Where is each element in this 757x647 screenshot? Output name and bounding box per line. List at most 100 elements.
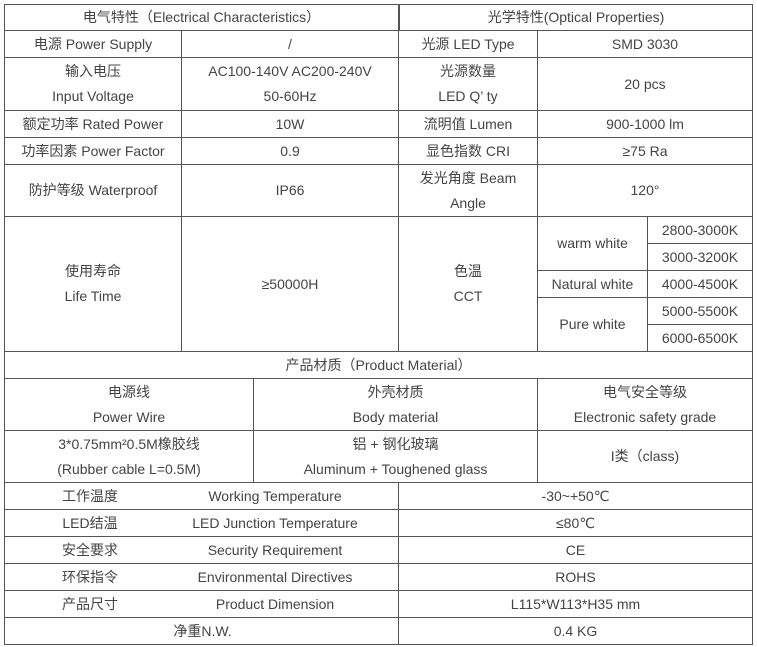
- other-row-value-text: CE: [565, 541, 586, 558]
- other-row-label: LED结温 LED Junction Temperature: [4, 509, 399, 537]
- other-row-value: CE: [398, 536, 753, 564]
- waterproof-label-text: 防护等级 Waterproof: [28, 182, 158, 198]
- safety-value: I类（class): [537, 430, 753, 483]
- cct-label-text: CCT: [453, 288, 483, 304]
- power-supply-label-text: 电源 Power Supply: [33, 35, 153, 52]
- life-time-value-text: ≥50000H: [261, 275, 319, 292]
- other-row-label: 工作温度 Working Temperature: [4, 482, 399, 510]
- power-supply-value-text: /: [288, 35, 292, 52]
- body-value-text: Aluminum + Toughened glass: [303, 460, 488, 477]
- cri-value: ≥75 Ra: [537, 137, 753, 165]
- lumen-label-text: 流明值 Lumen: [423, 115, 513, 132]
- label-en: Security Requirement: [207, 541, 343, 558]
- led-qty-label-text: LED Q’ ty: [438, 88, 498, 104]
- label-en: Environmental Directives: [197, 568, 353, 585]
- cct-natural-range-1-text: 4000-4500K: [661, 275, 739, 292]
- cct-warm-range-2-text: 3000-3200K: [661, 248, 739, 265]
- rated-power-value-text: 10W: [275, 115, 305, 132]
- input-voltage-label-text: Input Voltage: [52, 88, 134, 104]
- waterproof-label: 防护等级 Waterproof: [4, 164, 182, 217]
- led-qty-value: 20 pcs: [537, 57, 753, 111]
- led-qty-label-text: 光源数量: [440, 63, 496, 79]
- lumen-value: 900-1000 lm: [537, 110, 753, 138]
- power-factor-value: 0.9: [181, 137, 399, 165]
- other-row-label: 净重N.W.: [4, 617, 399, 645]
- input-voltage-label: 输入电压 Input Voltage: [4, 57, 182, 111]
- life-time-label-text: Life Time: [64, 288, 122, 304]
- lumen-value-text: 900-1000 lm: [606, 115, 684, 132]
- cct-pure-name-text: Pure white: [559, 316, 626, 332]
- led-qty-value-text: 20 pcs: [624, 75, 666, 92]
- beam-angle-value: 120°: [537, 164, 753, 217]
- cct-natural-name-text: Natural white: [551, 275, 634, 292]
- other-row-label: 安全要求 Security Requirement: [4, 536, 399, 564]
- safety-label-text: 电气安全等级: [603, 383, 687, 400]
- wire-value-text: (Rubber cable L=0.5M): [57, 460, 201, 477]
- waterproof-value: IP66: [181, 164, 399, 217]
- label-cn: 安全要求: [62, 541, 118, 558]
- beam-angle-value-text: 120°: [630, 182, 660, 198]
- other-row-label: 产品尺寸 Product Dimension: [4, 590, 399, 618]
- other-row-value-text: ≤80℃: [556, 514, 595, 531]
- cct-pure-range-1-text: 5000-5500K: [661, 302, 739, 319]
- other-row-value-text: ROHS: [555, 568, 596, 585]
- cct-warm-range-1: 2800-3000K: [647, 216, 753, 244]
- input-voltage-value: AC100-140V AC200-240V 50-60Hz: [181, 57, 399, 111]
- cct-warm-range-1-text: 2800-3000K: [661, 221, 739, 238]
- cct-label-text: 色温: [454, 263, 482, 279]
- power-factor-label-text: 功率因素 Power Factor: [21, 142, 165, 159]
- wire-value-text: 3*0.75mm²0.5M橡胶线: [58, 435, 200, 452]
- rated-power-label-text: 额定功率 Rated Power: [22, 115, 164, 132]
- other-row-value-text: L115*W113*H35 mm: [510, 595, 641, 612]
- wire-value: 3*0.75mm²0.5M橡胶线 (Rubber cable L=0.5M): [4, 430, 254, 483]
- other-row-value-text: -30~+50℃: [541, 487, 610, 504]
- body-value: 铝 + 钢化玻璃 Aluminum + Toughened glass: [253, 430, 538, 483]
- cct-natural-name: Natural white: [537, 270, 648, 298]
- label-en: LED Junction Temperature: [192, 514, 358, 531]
- optical-title: 光学特性(Optical Properties): [399, 4, 753, 31]
- cct-pure-range-1: 5000-5500K: [647, 297, 753, 325]
- cri-label-text: 显色指数 CRI: [426, 142, 510, 159]
- label-cn: 环保指令: [62, 568, 118, 585]
- led-qty-label: 光源数量 LED Q’ ty: [398, 57, 538, 111]
- cri-label: 显色指数 CRI: [398, 137, 538, 165]
- body-value-text: 铝 + 钢化玻璃: [352, 435, 439, 452]
- beam-angle-label: 发光角度 Beam Angle: [398, 164, 538, 217]
- beam-angle-label-text: 发光角度 Beam: [419, 169, 517, 186]
- life-time-value: ≥50000H: [181, 216, 399, 352]
- power-supply-value: /: [181, 30, 399, 58]
- rated-power-value: 10W: [181, 110, 399, 138]
- life-time-label: 使用寿命 Life Time: [4, 216, 182, 352]
- cct-natural-range-1: 4000-4500K: [647, 270, 753, 298]
- wire-label-text: 电源线: [108, 383, 150, 400]
- led-type-label: 光源 LED Type: [398, 30, 538, 58]
- material-title-text: 产品材质（Product Material）: [285, 356, 472, 373]
- cct-pure-range-2: 6000-6500K: [647, 324, 753, 352]
- cct-warm-name: warm white: [537, 216, 648, 271]
- cri-value-text: ≥75 Ra: [622, 142, 668, 159]
- cct-warm-name-text: warm white: [557, 235, 628, 251]
- led-type-label-text: 光源 LED Type: [421, 35, 515, 52]
- lumen-label: 流明值 Lumen: [398, 110, 538, 138]
- label-cn: LED结温: [62, 514, 118, 531]
- safety-label: 电气安全等级 Electronic safety grade: [537, 378, 753, 431]
- power-factor-label: 功率因素 Power Factor: [4, 137, 182, 165]
- optical-title-text: 光学特性(Optical Properties): [487, 9, 665, 25]
- cct-pure-name: Pure white: [537, 297, 648, 352]
- body-label: 外壳材质 Body material: [253, 378, 538, 431]
- label-cn: 净重N.W.: [173, 622, 232, 639]
- other-row-value: -30~+50℃: [398, 482, 753, 510]
- input-voltage-value-text: AC100-140V AC200-240V: [208, 63, 372, 79]
- wire-label: 电源线 Power Wire: [4, 378, 254, 431]
- cct-label: 色温 CCT: [398, 216, 538, 352]
- led-type-value-text: SMD 3030: [611, 35, 679, 52]
- other-row-value: ≤80℃: [398, 509, 753, 537]
- label-en: Working Temperature: [208, 487, 342, 504]
- electrical-title-text: 电气特性（Electrical Characteristics）: [82, 9, 321, 25]
- wire-label-text: Power Wire: [92, 408, 166, 425]
- other-row-label: 环保指令 Environmental Directives: [4, 563, 399, 591]
- beam-angle-label-text: Angle: [450, 194, 486, 211]
- cct-pure-range-2-text: 6000-6500K: [661, 329, 739, 346]
- label-en: Product Dimension: [215, 595, 335, 612]
